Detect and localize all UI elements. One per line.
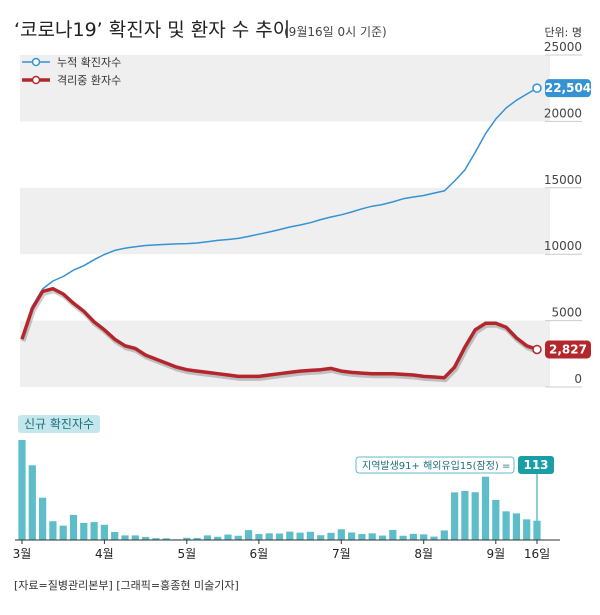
value-label: 2,827	[549, 342, 587, 356]
grid-band	[20, 55, 550, 122]
y-tick-label: 25000	[544, 40, 582, 54]
bar	[512, 513, 521, 540]
bar	[389, 529, 397, 540]
bar	[59, 525, 67, 540]
bar	[286, 531, 294, 540]
bar	[481, 476, 490, 540]
legend-label: 누적 확진자수	[57, 56, 121, 69]
bar	[471, 492, 479, 540]
line	[21, 87, 538, 338]
value-label-bg	[518, 456, 554, 474]
bar	[502, 511, 510, 540]
bar	[18, 440, 26, 540]
panel-title: 신규 확진자수	[24, 417, 94, 431]
bar	[265, 533, 273, 540]
annotation-bg	[355, 456, 515, 474]
bar	[296, 532, 304, 540]
bar	[38, 497, 47, 540]
annotation: 지역발생91+ 해외유입15(잠정) =	[362, 459, 510, 472]
x-tick-label: 3월	[13, 547, 32, 561]
bar	[183, 537, 191, 540]
bar	[306, 531, 315, 540]
y-tick-label: 0	[574, 372, 582, 386]
bar	[111, 531, 119, 540]
bar	[358, 534, 366, 540]
bar	[450, 492, 459, 540]
bar	[420, 534, 428, 540]
bar	[141, 536, 150, 540]
bar	[90, 522, 98, 540]
legend-marker	[31, 57, 41, 67]
x-tick-label: 7월	[332, 547, 351, 561]
grid-band	[20, 187, 550, 255]
bar	[80, 522, 88, 540]
bar	[347, 532, 356, 540]
legend-label: 격리중 환자수	[57, 74, 121, 87]
x-tick-label: 9월	[486, 547, 505, 561]
value-label: 113	[523, 458, 548, 472]
bar	[368, 533, 376, 540]
legend-marker	[31, 75, 41, 85]
y-tick-label: 15000	[544, 173, 582, 187]
bar	[461, 490, 469, 540]
x-tick-label: 16일	[524, 547, 550, 561]
x-tick-label: 4월	[95, 547, 114, 561]
bar	[327, 532, 335, 540]
value-label: 22,504	[545, 81, 591, 95]
bar	[492, 499, 500, 540]
bar	[533, 520, 541, 540]
bar	[409, 533, 418, 540]
bar	[255, 534, 263, 540]
bar	[317, 535, 325, 540]
bar	[275, 533, 284, 540]
y-tick-label: 20000	[544, 106, 582, 120]
value-label-bg	[545, 340, 591, 359]
bar	[224, 534, 232, 540]
bar	[28, 465, 36, 540]
value-label-bg	[545, 79, 591, 98]
unit-label: 단위: 명	[544, 26, 582, 39]
bar	[121, 535, 129, 540]
bar	[69, 514, 78, 540]
bar	[49, 521, 57, 540]
x-tick-label: 6월	[250, 547, 269, 561]
bar	[131, 535, 139, 540]
bar	[378, 535, 387, 540]
y-tick-label: 5000	[551, 306, 582, 320]
bar	[203, 535, 212, 540]
panel-title-bg	[18, 415, 100, 433]
bar	[234, 535, 242, 540]
bar	[152, 538, 160, 540]
line	[20, 286, 538, 380]
end-marker	[532, 83, 542, 93]
bar	[100, 524, 109, 540]
chart-title: ‘코로나19’ 확진자 및 환자 수 추이	[14, 19, 290, 41]
bar	[523, 519, 531, 540]
y-tick-label: 10000	[544, 239, 582, 253]
x-tick-label: 5월	[177, 547, 196, 561]
bar	[244, 530, 253, 540]
bar	[193, 537, 201, 540]
bar	[430, 536, 438, 540]
chart-subtitle: (9월16일 0시 기준)	[284, 25, 387, 39]
bar	[214, 536, 222, 540]
source: [자료=질병관리본부] [그래픽=홍종현 미술기자]	[14, 578, 239, 592]
bar	[399, 535, 407, 540]
bar	[337, 529, 345, 540]
bar	[162, 538, 170, 540]
bar	[440, 530, 448, 540]
end-marker	[532, 344, 542, 355]
x-tick-label: 8월	[414, 547, 433, 561]
